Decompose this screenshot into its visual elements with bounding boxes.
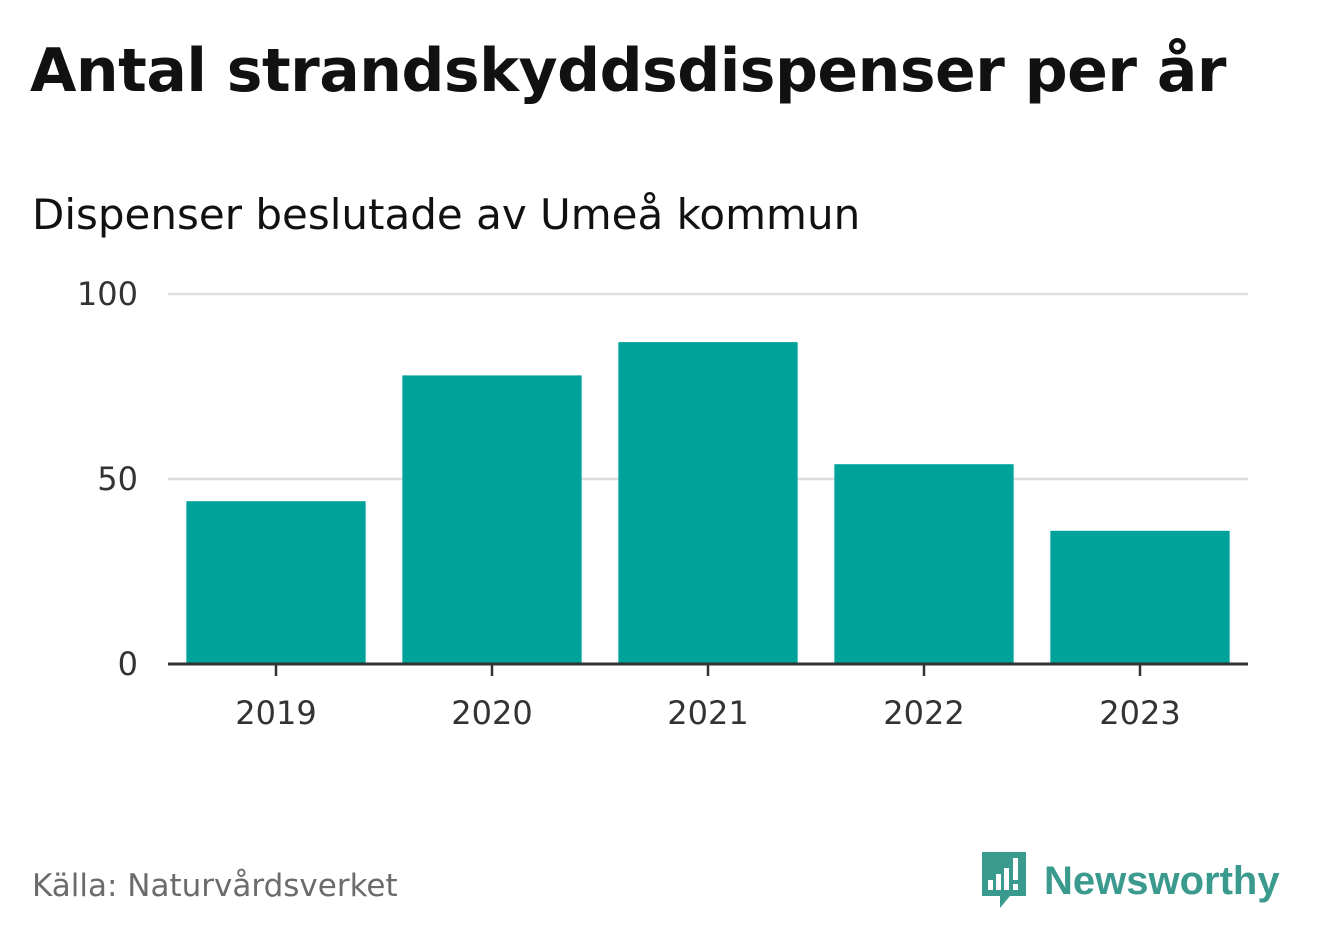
bar-2020 (402, 375, 582, 664)
x-axis-ticks: 2019 2020 2021 2022 2023 (235, 664, 1181, 732)
brand-logo: Newsworthy (980, 850, 1280, 912)
chart-title: Antal strandskyddsdispenser per år (30, 36, 1226, 106)
bars (186, 342, 1230, 664)
x-tick-label: 2019 (235, 694, 316, 732)
bar-2023 (1050, 530, 1230, 664)
x-tick-label: 2021 (667, 694, 748, 732)
chart-subtitle: Dispenser beslutade av Umeå kommun (32, 190, 861, 239)
x-tick-label: 2020 (451, 694, 532, 732)
bar-2021 (618, 342, 798, 664)
y-tick-label: 50 (97, 460, 138, 498)
y-tick-label: 0 (118, 645, 138, 683)
bar-chart-speech-bubble-icon (982, 852, 1026, 908)
bar-2022 (834, 464, 1014, 664)
source-note: Källa: Naturvårdsverket (32, 868, 398, 904)
bar-2019 (186, 501, 366, 664)
brand-name: Newsworthy (1044, 858, 1280, 903)
y-axis-labels: 0 50 100 (77, 275, 138, 683)
y-tick-label: 100 (77, 275, 138, 313)
x-tick-label: 2023 (1099, 694, 1180, 732)
x-tick-label: 2022 (883, 694, 964, 732)
